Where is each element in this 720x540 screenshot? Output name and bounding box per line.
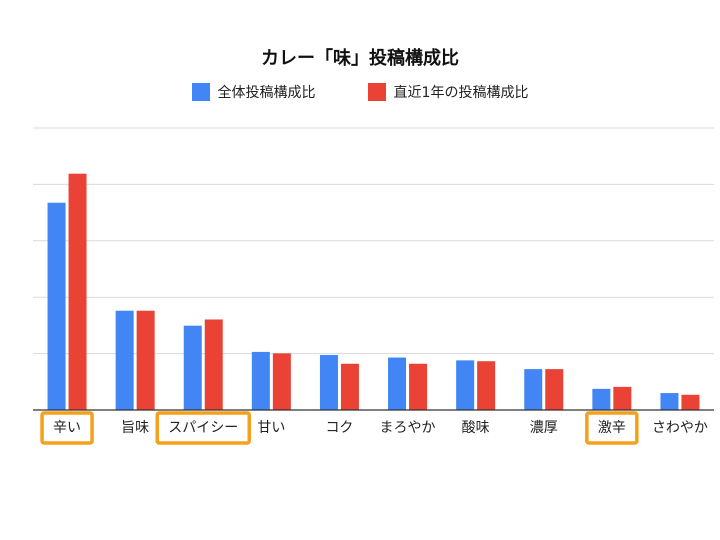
bar-recent bbox=[204, 319, 223, 410]
legend-item-overall: 全体投稿構成比 bbox=[191, 82, 316, 102]
legend-swatch-recent bbox=[367, 83, 386, 101]
bar-overall bbox=[660, 393, 679, 410]
bar-overall bbox=[592, 388, 611, 410]
bar-recent bbox=[68, 173, 87, 410]
legend-swatch-overall bbox=[191, 83, 210, 101]
x-tick-label: コク bbox=[325, 420, 353, 436]
legend-label-overall: 全体投稿構成比 bbox=[217, 85, 316, 101]
x-tick-label: 酸味 bbox=[462, 420, 490, 436]
legend-label-recent: 直近1年の投稿構成比 bbox=[393, 85, 529, 101]
bar-recent bbox=[681, 394, 700, 410]
bar-overall bbox=[456, 360, 475, 410]
bar-recent bbox=[545, 369, 564, 410]
bar-recent bbox=[477, 361, 496, 410]
x-tick-label: まろやか bbox=[380, 420, 436, 436]
bar-recent bbox=[409, 363, 428, 410]
bar-overall bbox=[47, 202, 66, 410]
bar-recent bbox=[613, 386, 632, 410]
x-tick-label: 甘い bbox=[257, 420, 285, 436]
x-tick-label: 辛い bbox=[53, 420, 81, 436]
legend-item-recent: 直近1年の投稿構成比 bbox=[367, 82, 529, 102]
x-tick-label: さわやか bbox=[652, 420, 708, 436]
highlight-box bbox=[585, 411, 639, 445]
highlight-box bbox=[40, 411, 94, 445]
bar-recent bbox=[340, 363, 359, 410]
bar-overall bbox=[183, 325, 202, 410]
bar-recent bbox=[272, 353, 291, 410]
x-tick-label: 濃厚 bbox=[530, 420, 558, 436]
x-tick-label: 旨味 bbox=[121, 420, 149, 436]
x-tick-label: スパイシー bbox=[168, 420, 238, 436]
bar-overall bbox=[524, 369, 543, 410]
bar-overall bbox=[115, 310, 134, 410]
highlight-box bbox=[155, 411, 251, 445]
legend: 全体投稿構成比 直近1年の投稿構成比 bbox=[0, 82, 720, 102]
bar-overall bbox=[319, 355, 338, 410]
bar-recent bbox=[136, 310, 155, 410]
x-tick-label: 激辛 bbox=[598, 419, 626, 436]
bar-overall bbox=[388, 357, 407, 410]
bar-overall bbox=[251, 351, 270, 410]
chart-title: カレー「味」投稿構成比 bbox=[261, 48, 459, 69]
